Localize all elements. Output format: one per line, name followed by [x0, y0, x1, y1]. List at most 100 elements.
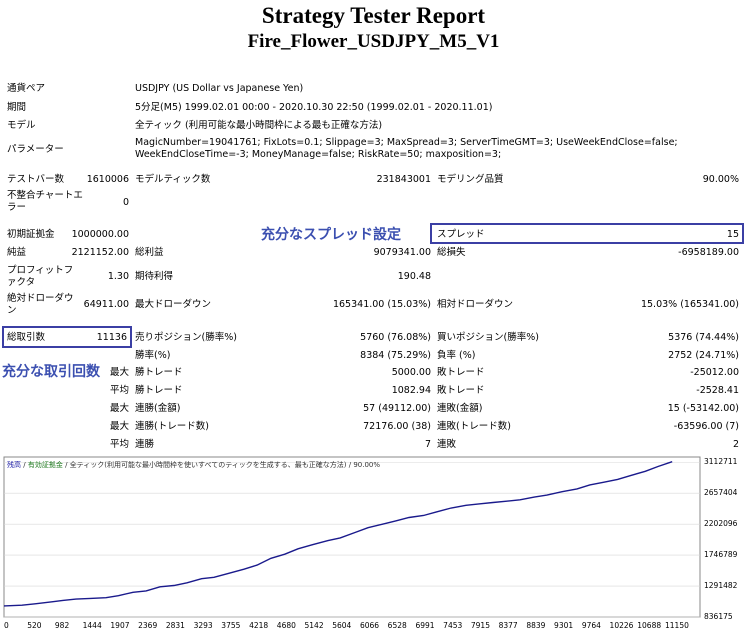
trades-label: 総取引数	[7, 332, 46, 343]
avg-loss-label: 敗トレード	[437, 385, 485, 396]
x-tick-label: 1444	[82, 621, 102, 630]
consec-win-label: 連勝(金額)	[135, 403, 181, 414]
pf-value: 1.30	[107, 271, 129, 282]
abs-dd-label: 絶対ドローダウン	[7, 293, 74, 316]
balance-line	[3, 461, 673, 607]
plot-frame	[3, 456, 701, 618]
chart-grid	[4, 461, 700, 618]
net-label: 純益	[7, 247, 27, 258]
x-tick-label: 5604	[332, 621, 352, 630]
model-label: モデル	[7, 120, 36, 131]
max-win-value: 5000.00	[391, 367, 431, 378]
trades-callout: 充分な取引回数	[2, 364, 100, 380]
x-tick-label: 3293	[193, 621, 213, 630]
abs-dd-value: 64911.00	[83, 299, 129, 310]
spread-value: 15	[726, 229, 739, 240]
rel-dd-label: 相対ドローダウン	[437, 299, 514, 310]
params-label: パラメーター	[7, 144, 64, 155]
chart-legend: 残高 / 有効証拠金 / 全ティック(利用可能な最小時間枠を使いすべてのティック…	[7, 460, 380, 470]
spread-highlight-box	[430, 223, 744, 244]
quality-label: モデリング品質	[437, 174, 504, 185]
spread-callout: 充分なスプレッド設定	[261, 227, 401, 243]
gross-profit-value: 9079341.00	[373, 247, 431, 258]
long-label: 買いポジション(勝率%)	[437, 332, 539, 343]
gross-profit-label: 総利益	[135, 247, 164, 258]
max-dd-label: 最大ドローダウン	[135, 299, 212, 310]
pf-label: プロフィットファクタ	[7, 265, 74, 288]
consec-profit-label: 連勝(トレード数)	[135, 421, 209, 432]
short-value: 5760 (76.08%)	[360, 332, 431, 343]
legend-equity: 有効証拠金	[27, 461, 63, 469]
x-tick-label: 0	[4, 621, 9, 630]
avg-consec-loss-label: 連敗	[437, 439, 457, 450]
avg-consec-win-value: 7	[424, 439, 431, 450]
legend-balance: 残高	[7, 461, 21, 469]
long-value: 5376 (74.44%)	[668, 332, 739, 343]
x-tick-label: 8377	[498, 621, 518, 630]
avg-loss-value: -2528.41	[696, 385, 739, 396]
gross-loss-label: 総損失	[437, 247, 466, 258]
trades-highlight-box	[2, 326, 132, 348]
model-value: 全ティック (利用可能な最小時間枠による最も正確な方法)	[135, 120, 383, 131]
x-tick-label: 4680	[276, 621, 296, 630]
legend-sep-1: /	[23, 461, 26, 469]
params-value: MagicNumber=19041761; FixLots=0.1; Slipp…	[135, 137, 678, 160]
expected-label: 期待利得	[135, 271, 174, 282]
x-tick-label: 5142	[304, 621, 324, 630]
quality-value: 90.00%	[702, 174, 739, 185]
short-label: 売りポジション(勝率%)	[135, 332, 237, 343]
balance-chart: 残高 / 有効証拠金 / 全ティック(利用可能な最小時間枠を使いすべてのティック…	[0, 455, 747, 634]
mismatch-value: 0	[122, 197, 129, 208]
consec-loss-value: 15 (-53142.00)	[667, 403, 739, 414]
x-tick-label: 7453	[443, 621, 463, 630]
deposit-label: 初期証拠金	[7, 229, 55, 240]
x-tick-label: 2369	[138, 621, 158, 630]
period-value: 5分足(M5) 1999.02.01 00:00 - 2020.10.30 22…	[135, 102, 493, 113]
max-win-label: 勝トレード	[135, 367, 183, 378]
max-loss-label: 敗トレード	[437, 367, 485, 378]
y-tick-label: 3112711	[704, 457, 738, 467]
x-tick-label: 2831	[165, 621, 185, 630]
x-tick-label: 982	[54, 621, 70, 630]
win-label: 勝率(%)	[135, 350, 171, 361]
bars-label: テストバー数	[7, 174, 65, 185]
x-tick-label: 10688	[637, 621, 662, 630]
max-dd-value: 165341.00 (15.03%)	[332, 299, 431, 310]
report-subtitle: Fire_Flower_USDJPY_M5_V1	[247, 31, 500, 52]
consec-lossamt-value: -63596.00 (7)	[673, 421, 739, 432]
symbol-label: 通貨ペア	[7, 83, 46, 94]
avg-win-label: 勝トレード	[135, 385, 183, 396]
x-tick-label: 9764	[581, 621, 601, 630]
consec-win-value: 57 (49112.00)	[363, 403, 431, 414]
net-value: 2121152.00	[71, 247, 129, 258]
y-tick-label: 1746789	[704, 550, 738, 560]
legend-model: 全ティック(利用可能な最小時間枠を使いすべてのティックを生成する、最も正確な方法…	[69, 461, 347, 469]
ticks-value: 231843001	[376, 174, 431, 185]
loss-value: 2752 (24.71%)	[668, 350, 739, 361]
deposit-value: 1000000.00	[71, 229, 129, 240]
symbol-value: USDJPY (US Dollar vs Japanese Yen)	[135, 83, 304, 94]
x-tick-label: 8839	[526, 621, 546, 630]
x-tick-label: 6066	[359, 621, 380, 630]
x-tick-label: 11150	[665, 621, 689, 630]
x-tick-label: 9301	[554, 621, 574, 630]
legend-quality: 90.00%	[353, 461, 381, 469]
trades-value: 11136	[96, 332, 127, 343]
consec-loss-label: 連敗(金額)	[437, 403, 483, 414]
legend-sep-3: /	[348, 461, 352, 469]
expected-value: 190.48	[397, 271, 431, 282]
x-tick-label: 520	[27, 621, 42, 630]
balance-chart-svg	[3, 456, 701, 618]
x-tick-label: 7915	[470, 621, 490, 630]
avg-word-2: 平均	[110, 439, 130, 450]
x-tick-label: 6528	[387, 621, 407, 630]
x-tick-label: 6991	[415, 621, 435, 630]
y-tick-label: 2657404	[704, 488, 738, 498]
mismatch-label: 不整合チャートエラー	[7, 190, 83, 213]
x-tick-label: 3755	[221, 621, 241, 630]
avg-consec-loss-value: 2	[732, 439, 739, 450]
y-tick-label: 836175	[704, 612, 733, 621]
legend-sep-2: /	[65, 461, 68, 469]
x-tick-label: 4218	[249, 621, 269, 630]
spread-label: スプレッド	[437, 229, 485, 240]
